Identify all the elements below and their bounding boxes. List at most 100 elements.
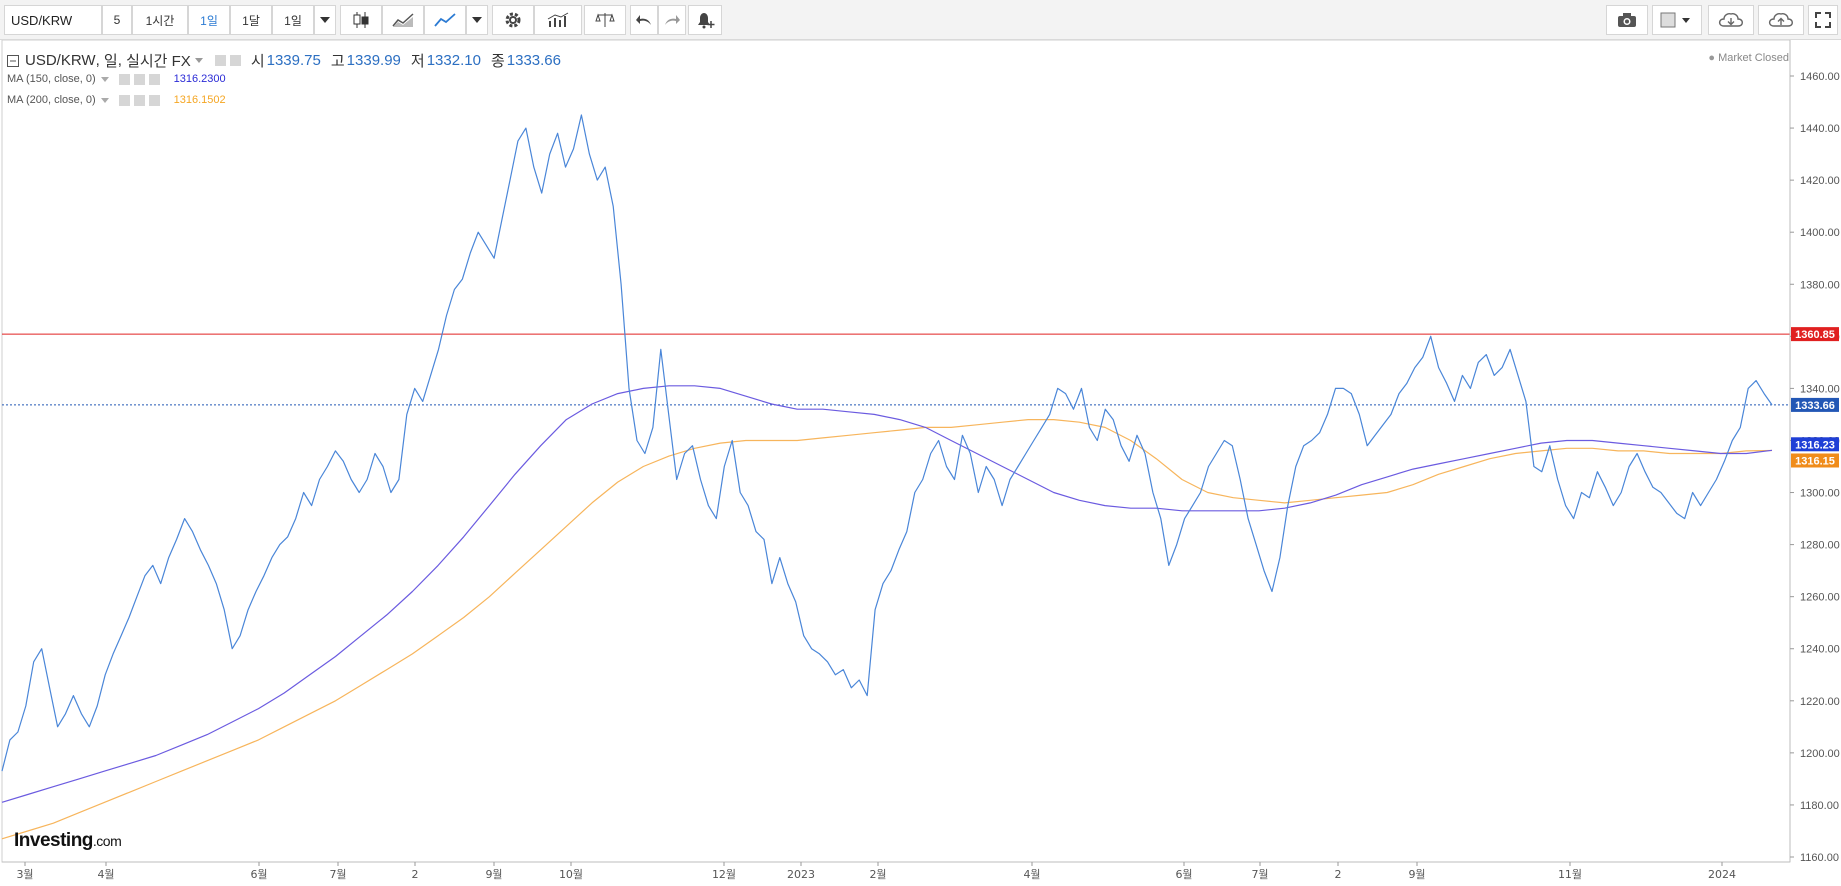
y-tick-label: 1180.00	[1800, 800, 1839, 812]
indicators-icon	[547, 12, 569, 27]
chart-style-dropdown-button[interactable]	[466, 5, 488, 35]
fullscreen-icon	[1815, 12, 1831, 28]
y-tick-label: 1420.00	[1800, 175, 1840, 187]
indicators-button[interactable]	[534, 5, 582, 35]
area-chart-icon	[392, 13, 414, 27]
x-tick-label: 11월	[1558, 868, 1582, 881]
legend-feed: 실시간 FX	[126, 53, 191, 70]
interval-dropdown-button[interactable]	[314, 5, 336, 35]
fullscreen-button[interactable]	[1808, 5, 1838, 35]
price-badge	[1791, 327, 1839, 342]
price-line	[1, 114, 1773, 772]
y-tick-label: 1440.00	[1800, 123, 1840, 135]
save-layout-button[interactable]	[1758, 5, 1804, 35]
eye-icon[interactable]	[118, 73, 130, 85]
market-status-text: Market Closed	[1718, 52, 1789, 64]
price-badge	[1791, 397, 1839, 412]
template-dropdown-button[interactable]	[1652, 5, 1702, 35]
eye-icon[interactable]	[118, 94, 130, 106]
x-tick-label: 7월	[1251, 868, 1268, 881]
cloud-download-icon	[1718, 13, 1743, 27]
add-alert-button[interactable]	[688, 5, 722, 35]
ma-badge-label: 1316.23	[1795, 439, 1835, 451]
legend-interval: 일	[103, 53, 118, 70]
ma-badge-label: 1316.15	[1795, 455, 1835, 467]
chevron-down-icon[interactable]	[100, 97, 109, 103]
gear-icon[interactable]	[133, 73, 145, 85]
legend-close-label: 종	[490, 53, 505, 70]
screenshot-button[interactable]	[1606, 5, 1648, 35]
chevron-down-icon	[472, 17, 482, 23]
load-layout-button[interactable]	[1708, 5, 1754, 35]
ma200-line	[1, 419, 1773, 840]
indicator-row-ma200: MA (200, close, 0) 1316.1502	[7, 94, 226, 106]
x-tick-label: 2	[412, 868, 419, 881]
gear-icon[interactable]	[229, 55, 241, 66]
gear-icon	[505, 12, 521, 28]
line-style-button[interactable]	[424, 5, 466, 35]
x-tick-label: 12월	[712, 868, 736, 881]
interval-5min-button[interactable]: 5	[102, 5, 132, 35]
y-tick-label: 1240.00	[1800, 644, 1840, 656]
price-badge-label: 1360.85	[1795, 329, 1835, 341]
legend-high-value: 1339.99	[346, 52, 401, 69]
ma-badge	[1791, 453, 1839, 468]
gear-icon[interactable]	[133, 94, 145, 106]
y-tick-label: 1340.00	[1800, 383, 1840, 395]
candles-style-button[interactable]	[340, 5, 382, 35]
interval-1month-button[interactable]: 1달	[230, 5, 272, 35]
plot-border	[1, 40, 1791, 863]
settings-button[interactable]	[492, 5, 534, 35]
candlestick-icon	[353, 12, 369, 28]
x-tick-label: 7월	[329, 868, 346, 881]
chart-area[interactable]: 1460.00 1440.00 1420.00 1400.00 1380.00 1360.…	[0, 40, 1841, 886]
y-tick-label: 1460.00	[1800, 71, 1840, 83]
x-tick-label: 4월	[1023, 868, 1040, 881]
redo-icon	[665, 15, 680, 25]
undo-button[interactable]	[630, 5, 658, 35]
chevron-down-icon[interactable]	[100, 76, 109, 82]
y-tick-label: 1260.00	[1800, 592, 1840, 604]
camera-icon	[1618, 13, 1636, 27]
y-tick-label: 1280.00	[1800, 540, 1840, 552]
x-tick-label: 6월	[250, 868, 267, 881]
x-tick-label: 9월	[485, 868, 502, 881]
price-chart[interactable]: 1460.00 1440.00 1420.00 1400.00 1380.00 1360.…	[0, 40, 1841, 886]
price-badge-label: 1333.66	[1795, 400, 1835, 412]
x-tick-label: 2	[1335, 868, 1342, 881]
redo-button[interactable]	[658, 5, 686, 35]
chart-toolbar: 5 1시간 1일 1달 1일	[0, 0, 1841, 40]
interval-1hour-button[interactable]: 1시간	[132, 5, 188, 35]
x-tick-label: 2월	[869, 868, 886, 881]
collapse-legend-icon[interactable]	[7, 54, 19, 67]
legend-symbol: USD/KRW	[25, 52, 96, 69]
legend-close-value: 1333.66	[506, 52, 561, 69]
x-tick-label: 2023	[787, 868, 815, 881]
legend-low-value: 1332.10	[426, 52, 481, 69]
indicator-label: MA (150, close, 0)	[7, 73, 96, 85]
x-tick-label: 10월	[559, 868, 583, 881]
legend-open-value: 1339.75	[266, 52, 321, 69]
legend-open-label: 시	[250, 53, 265, 70]
template-icon	[1660, 12, 1690, 28]
indicator-label: MA (200, close, 0)	[7, 94, 96, 106]
indicator-value: 1316.2300	[173, 73, 226, 85]
close-icon[interactable]	[148, 73, 160, 85]
close-icon[interactable]	[148, 94, 160, 106]
x-tick-label: 6월	[1175, 868, 1192, 881]
interval-1day-button[interactable]: 1일	[188, 5, 230, 35]
y-tick-label: 1220.00	[1800, 696, 1840, 708]
compare-button[interactable]	[584, 5, 626, 35]
x-tick-label: 9월	[1408, 868, 1425, 881]
symbol-search-input[interactable]	[4, 5, 102, 35]
legend-high-label: 고	[330, 53, 345, 70]
undo-icon	[636, 15, 651, 25]
y-tick-label: 1300.00	[1800, 488, 1840, 500]
area-style-button[interactable]	[382, 5, 424, 35]
chevron-down-icon	[320, 17, 330, 23]
y-tick-label: 1380.00	[1800, 279, 1840, 291]
x-tick-label: 3월	[16, 868, 33, 881]
interval-custom-button[interactable]: 1일	[272, 5, 314, 35]
chevron-down-icon[interactable]	[194, 58, 203, 63]
eye-icon[interactable]	[214, 55, 226, 66]
